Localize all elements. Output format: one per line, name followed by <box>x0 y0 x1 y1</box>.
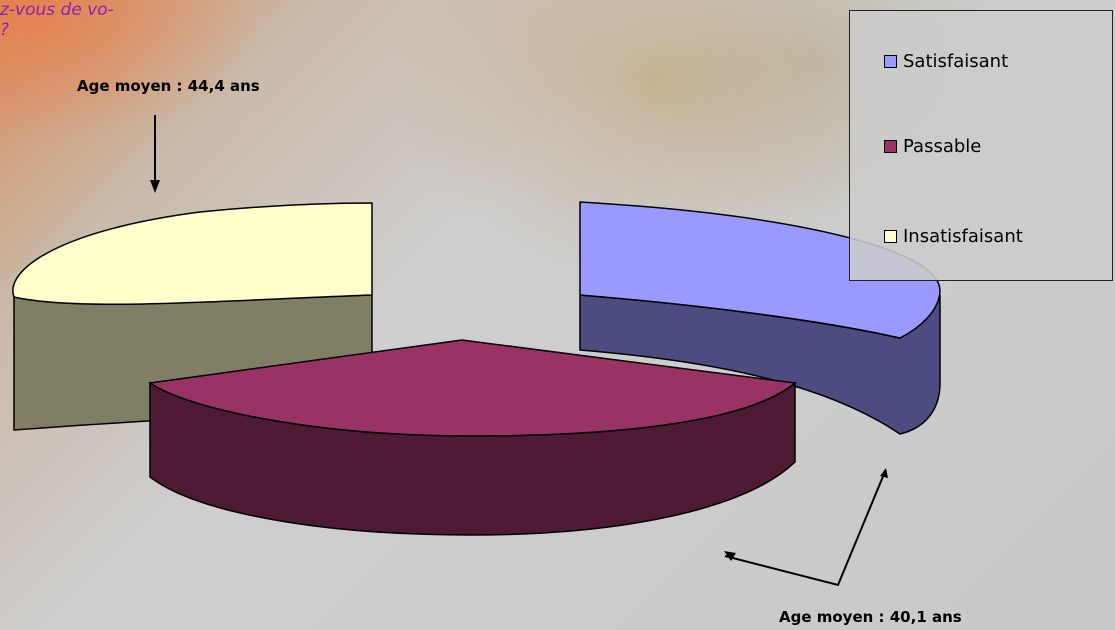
slice-satisfaisant <box>579 201 941 435</box>
annotation-arrow-right <box>724 468 888 587</box>
legend-item-passable: Passable <box>884 136 981 157</box>
annotation-age-right: Age moyen : 40,1 ans <box>779 608 962 626</box>
chart-legend: Satisfaisant Passable Insatisfaisant <box>849 10 1113 281</box>
slice-passable-top <box>147 339 797 437</box>
legend-label-satisfaisant: Satisfaisant <box>903 51 1009 72</box>
legend-label-passable: Passable <box>903 136 982 157</box>
slice-insatisfaisant-top <box>12 202 373 306</box>
annotation-arrow-left <box>150 115 160 193</box>
legend-label-insatisfaisant: Insatisfaisant <box>903 226 1023 247</box>
slice-satisfaisant-top <box>579 201 941 339</box>
legend-item-satisfaisant: Satisfaisant <box>884 51 1008 72</box>
legend-swatch-passable <box>884 140 897 153</box>
legend-swatch-insatisfaisant <box>884 230 897 243</box>
legend-swatch-satisfaisant <box>884 55 897 68</box>
legend-item-insatisfaisant: Insatisfaisant <box>884 226 1023 247</box>
annotation-age-left: Age moyen : 44,4 ans <box>77 77 260 95</box>
slice-passable <box>147 339 797 536</box>
question-text: z-vous de vo- ? <box>0 0 114 40</box>
